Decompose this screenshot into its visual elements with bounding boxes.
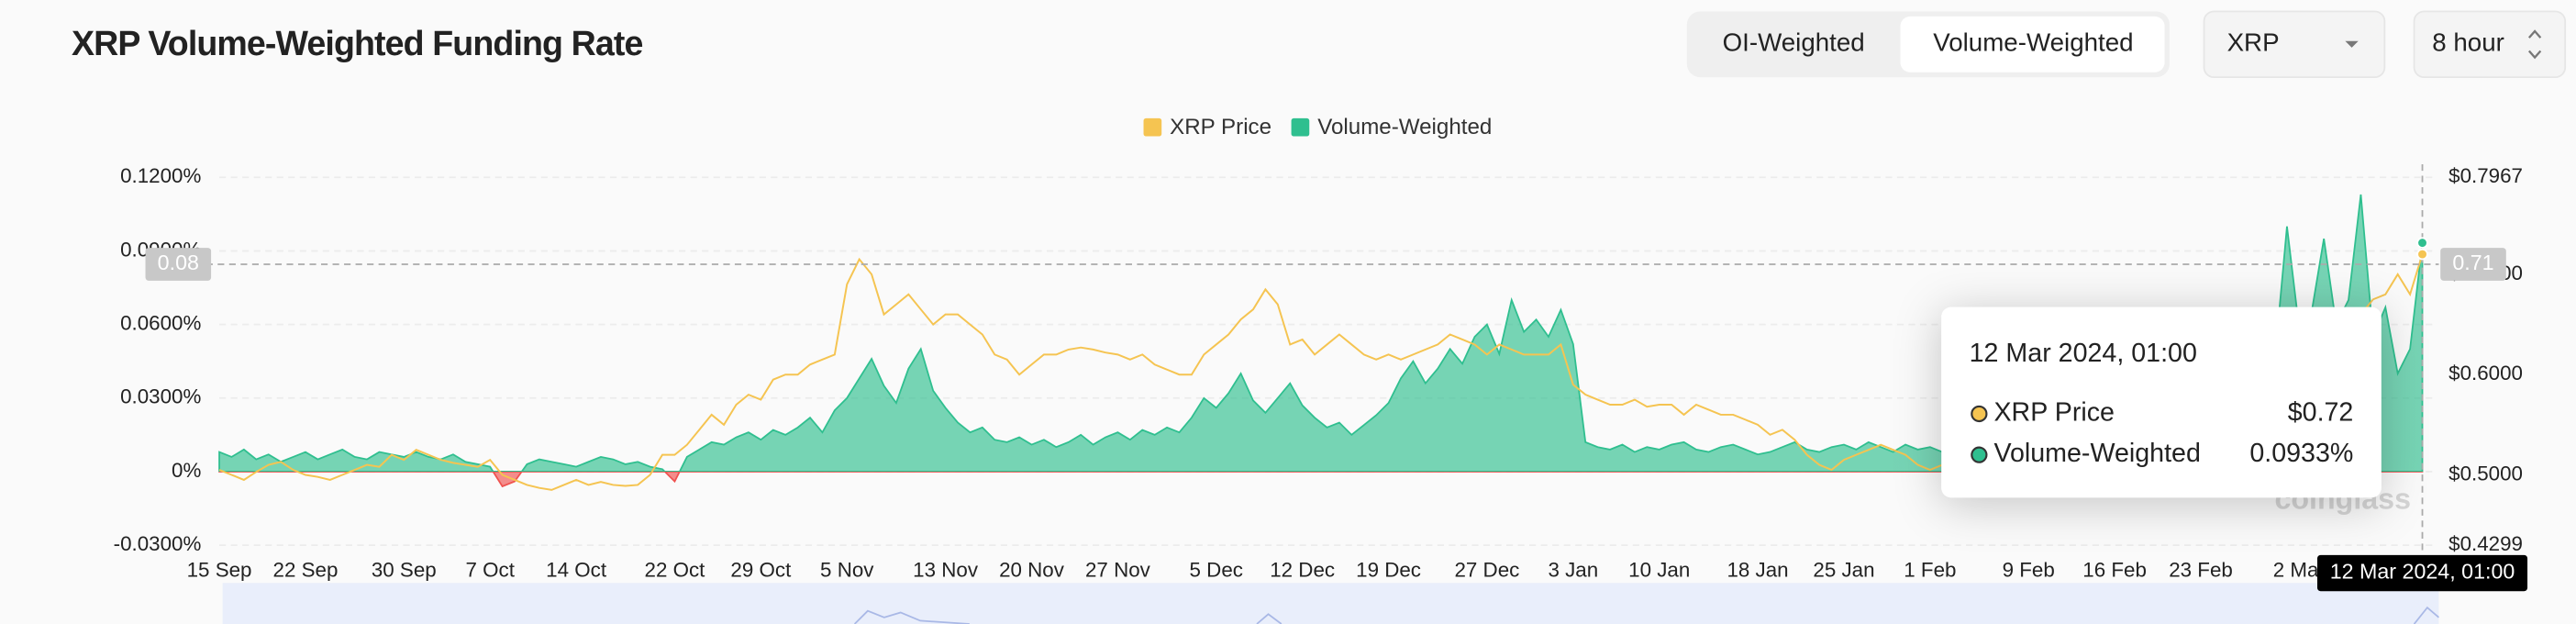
y-tick-label: -0.0300% <box>114 532 202 555</box>
x-tick-label: 16 Feb <box>2082 559 2147 582</box>
x-tick-label: 23 Feb <box>2169 559 2233 582</box>
x-tick-label: 30 Sep <box>372 559 437 582</box>
x-tick-label: 9 Feb <box>2003 559 2055 582</box>
x-tick-label: 20 Nov <box>999 559 1065 582</box>
toggle-option[interactable]: OI-Weighted <box>1723 28 1865 57</box>
y-tick-label: 0.0300% <box>120 385 201 408</box>
y-tick-label: 0.1200% <box>120 164 201 187</box>
x-tick-label: 29 Oct <box>730 559 792 582</box>
hover-point <box>2416 237 2428 249</box>
x-tick-label: 1 Feb <box>1904 559 1956 582</box>
crosshair-right-label: 0.71 <box>2452 251 2493 274</box>
x-tick-label: 13 Nov <box>913 559 979 582</box>
interval-value: 8 hour <box>2432 28 2504 57</box>
crosshair-x-label: 12 Mar 2024, 01:00 <box>2330 560 2515 584</box>
y-tick-label: 0.0600% <box>120 312 201 335</box>
hover-point <box>2416 248 2428 261</box>
x-tick-label: 10 Jan <box>1628 559 1690 582</box>
legend-swatch <box>1143 117 1162 137</box>
navigator <box>222 583 2439 624</box>
x-tick-label: 22 Oct <box>645 559 706 582</box>
legend-swatch <box>1291 117 1310 137</box>
axes: -0.0300%0%0.0300%0.0600%0.0900%0.1200%$0… <box>114 115 2523 582</box>
x-tick-label: 12 Dec <box>1270 559 1335 582</box>
x-tick-label: 18 Jan <box>1727 559 1788 582</box>
x-tick-label: 22 Sep <box>273 559 339 582</box>
toggle-selected-bg <box>1900 16 2165 72</box>
symbol-select[interactable] <box>2203 10 2386 78</box>
x-tick-label: 14 Oct <box>546 559 607 582</box>
legend-label: XRP Price <box>1170 115 1271 139</box>
tooltip-name: XRP Price <box>1993 398 2115 428</box>
caret <box>2345 40 2359 48</box>
symbol-value: XRP <box>2227 28 2280 57</box>
x-tick-label: 27 Nov <box>1085 559 1151 582</box>
tooltip-dot <box>1971 405 1988 423</box>
updown-icon <box>2527 29 2542 60</box>
tooltip-value: 0.0933% <box>2249 439 2353 468</box>
legend-label: Volume-Weighted <box>1317 115 1492 139</box>
x-tick-label: 15 Sep <box>187 559 252 582</box>
tooltip-dot <box>1971 446 1988 463</box>
crosshair-x-bg <box>2317 554 2528 592</box>
x-tick-label: 5 Dec <box>1190 559 1243 582</box>
x-tick-label: 3 Jan <box>1548 559 1598 582</box>
y2-tick-label: $0.6000 <box>2448 362 2523 384</box>
tooltip-bg <box>1941 306 2382 498</box>
x-tick-label: 19 Dec <box>1356 559 1421 582</box>
x-tick-label: 7 Oct <box>465 559 515 582</box>
y2-tick-label: $0.4299 <box>2448 532 2523 555</box>
navigator-line <box>853 606 2440 624</box>
tooltip-name: Volume-Weighted <box>1993 439 2200 468</box>
crosshair-label-bg <box>145 248 212 281</box>
y2-tick-label: $0.7967 <box>2448 164 2523 187</box>
interval-select[interactable] <box>2413 10 2567 78</box>
tooltip-title: 12 Mar 2024, 01:00 <box>1970 339 2197 368</box>
toggle-option[interactable]: Volume-Weighted <box>1933 28 2133 57</box>
page-title: XRP Volume-Weighted Funding Rate <box>72 24 642 62</box>
crosshair-label-bg <box>2440 248 2506 281</box>
crosshair-left-label: 0.08 <box>158 251 199 274</box>
x-tick-label: 2 Mar <box>2273 559 2326 582</box>
y-tick-label: 0% <box>172 459 201 482</box>
x-tick-label: 25 Jan <box>1813 559 1874 582</box>
x-tick-label: 27 Dec <box>1454 559 1519 582</box>
y2-tick-label: $0.5000 <box>2448 462 2523 485</box>
x-tick-label: 5 Nov <box>820 559 874 582</box>
tooltip-value: $0.72 <box>2288 398 2354 428</box>
